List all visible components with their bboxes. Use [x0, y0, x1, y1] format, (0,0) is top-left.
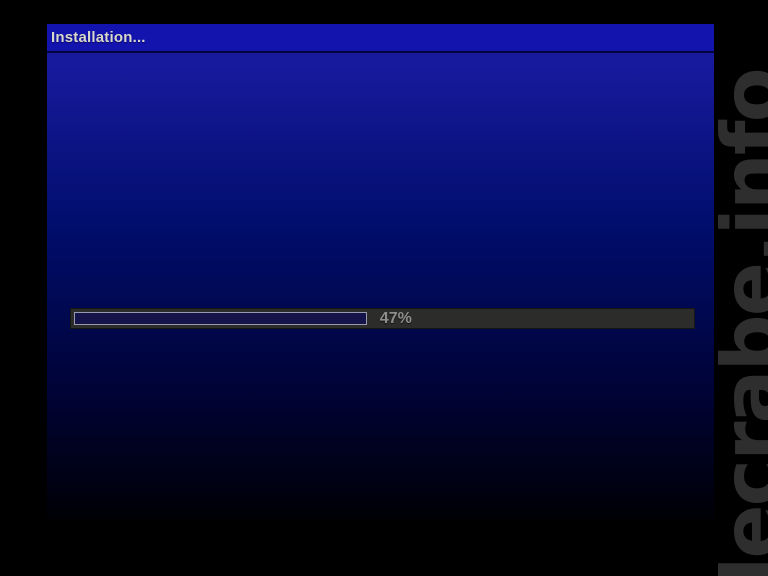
installer-panel: Installation... [47, 24, 714, 520]
progress-percent-label: 47% [379, 310, 412, 327]
titlebar: Installation... [47, 24, 714, 51]
window-title: Installation... [51, 29, 146, 46]
progress-bar-fill [74, 312, 367, 325]
titlebar-separator [47, 51, 714, 53]
progress-bar: 47% [70, 308, 695, 329]
watermark-text: lecrabe.info [705, 69, 768, 576]
